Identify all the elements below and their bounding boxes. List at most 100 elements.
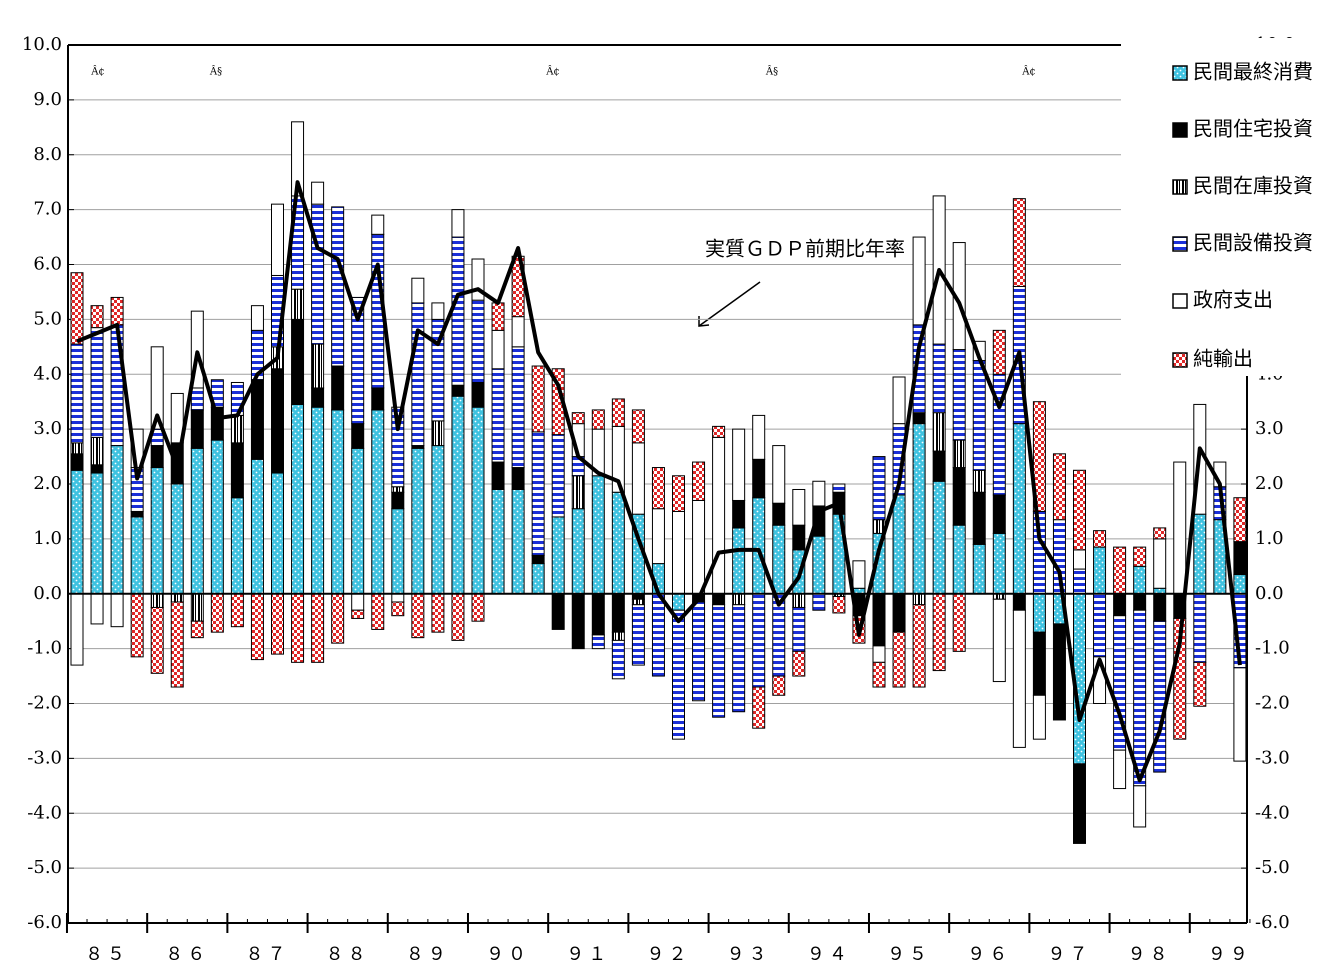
bar-segment [812, 593, 826, 611]
y-tick-label: -2.0 [27, 693, 62, 714]
bar-segment [210, 439, 224, 595]
bar-segment [491, 329, 505, 370]
bar-segment [130, 510, 144, 518]
bar-segment [1113, 749, 1127, 790]
bar-segment [1233, 497, 1247, 543]
bar-segment [792, 524, 806, 551]
bar-segment [1133, 565, 1147, 595]
bar-segment [511, 316, 525, 348]
bar-segment [1193, 513, 1207, 595]
y-tick-label: -3.0 [27, 747, 62, 768]
bar-segment [271, 593, 284, 655]
bar-segment [451, 236, 465, 386]
bar-segment [150, 593, 164, 608]
bar-segment [1073, 549, 1086, 570]
gdp-line [76, 180, 1242, 783]
y-tick-label: 3.0 [33, 418, 62, 439]
y-tick-label: 4.0 [33, 363, 62, 384]
bar-segment [130, 516, 144, 595]
bar-segment [511, 346, 525, 469]
y2-tick-label: -4.0 [1255, 802, 1290, 823]
bar-segment [1073, 763, 1086, 844]
bar-segment [992, 329, 1006, 375]
x-tick-label: ９９ [1208, 944, 1252, 965]
bar-segment [210, 593, 224, 633]
bar-segment [1153, 527, 1167, 540]
bar-segment [912, 423, 926, 595]
bar-segment [1012, 423, 1026, 595]
bar-segment [1032, 401, 1046, 512]
top-mark: Â¢ [545, 66, 560, 78]
x-tick-label: ９４ [807, 944, 851, 965]
bar-segment [651, 593, 665, 677]
legend-label: 政府支出 [1193, 288, 1273, 312]
bar-segment [591, 409, 605, 430]
bar-segment [611, 398, 625, 427]
bar-segment [1073, 469, 1086, 551]
y-tick-label: -4.0 [27, 802, 62, 823]
bar-segment [451, 384, 465, 397]
bar-segment [631, 598, 645, 606]
y2-tick-label: -5.0 [1255, 857, 1290, 878]
bar-segment [70, 593, 84, 666]
x-tick-label: ９７ [1047, 944, 1091, 965]
bar-segment [571, 475, 585, 510]
bar-segment [712, 436, 726, 595]
bar-segment [291, 593, 305, 663]
bar-segment [70, 442, 84, 455]
bar-segment [311, 203, 325, 345]
y-tick-label: 2.0 [33, 473, 62, 494]
bar-segment [311, 593, 325, 663]
legend-swatch [1172, 293, 1188, 309]
bar-segment [391, 601, 405, 617]
bar-segment [1233, 667, 1247, 762]
bar-segment [1133, 609, 1147, 787]
bar-segment [371, 593, 385, 630]
bar-segment [732, 428, 746, 501]
bar-segment [812, 480, 826, 507]
bar-segment [250, 593, 264, 661]
bar-segment [611, 491, 625, 595]
y-tick-label: 9.0 [33, 89, 62, 110]
bar-segment [431, 420, 445, 447]
bar-segment [391, 593, 405, 603]
bar-segment [230, 414, 244, 444]
bar-segment [932, 593, 946, 672]
legend-swatch [1172, 65, 1188, 81]
bar-segment [471, 381, 485, 408]
bar-segment [110, 593, 124, 628]
bar-segment [952, 439, 966, 469]
bar-segment [1113, 593, 1127, 617]
legend-label: 民間住宅投資 [1193, 117, 1313, 141]
bar-segment [732, 604, 746, 713]
bar-segment [311, 343, 325, 389]
top-mark: Â§ [209, 66, 222, 78]
bar-segment [752, 458, 766, 499]
bar-segment [792, 650, 806, 677]
bar-segment [591, 593, 605, 636]
y-tick-label: 0.0 [33, 583, 62, 604]
bar-segment [591, 475, 605, 595]
bar-segment [491, 302, 505, 331]
legend-swatch [1172, 122, 1188, 138]
y-tick-label: 6.0 [33, 254, 62, 275]
x-tick-label: ９５ [887, 944, 931, 965]
bar-segment [531, 431, 545, 556]
bar-segment [150, 606, 164, 674]
bar-segment [1153, 593, 1167, 622]
bar-segment [311, 181, 325, 205]
bar-segment [932, 480, 946, 595]
bar-segment [311, 406, 325, 595]
bar-segment [291, 318, 305, 405]
bar-segment [792, 488, 806, 526]
bar-segment [190, 620, 204, 639]
bar-segment [1133, 546, 1147, 567]
x-tick-label: ９０ [486, 944, 530, 965]
bar-segment [651, 508, 665, 565]
bar-segment [772, 675, 786, 696]
legend-label: 民間設備投資 [1193, 231, 1313, 255]
bar-segment [932, 343, 946, 414]
bar-segment [1093, 530, 1107, 548]
bar-segment [90, 327, 104, 438]
bar-segment [190, 409, 204, 449]
